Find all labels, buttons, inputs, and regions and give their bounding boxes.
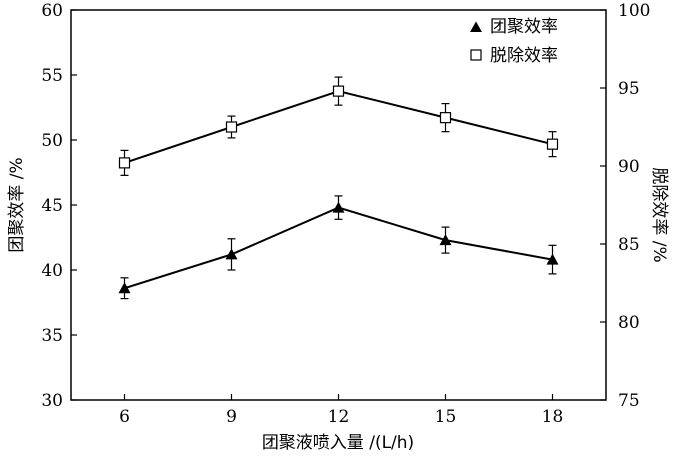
data-point-triangle — [332, 201, 345, 213]
data-point-square — [332, 85, 345, 97]
series-agglomeration — [118, 195, 559, 300]
left-tick-label: 30 — [41, 391, 63, 411]
legend-marker-triangle — [470, 21, 482, 32]
series-layer — [118, 76, 559, 300]
data-point-square — [546, 138, 559, 150]
right-tick-label: 90 — [618, 157, 640, 177]
right-axis-title: 脱除效率 /% — [649, 167, 669, 262]
left-axis-title: 团聚效率 /% — [7, 157, 27, 252]
left-tick-label: 60 — [41, 1, 63, 21]
left-tick-label: 45 — [41, 196, 63, 216]
right-tick-label: 100 — [618, 1, 650, 21]
left-tick-label: 35 — [41, 326, 63, 346]
x-axis-title: 团聚液喷入量 /(L/h) — [262, 433, 414, 453]
left-tick-label: 40 — [41, 261, 63, 281]
left-tick-label: 55 — [41, 66, 63, 86]
data-point-triangle — [225, 248, 238, 260]
data-point-square — [439, 112, 452, 124]
legend-label-removal: 脱除效率 — [490, 46, 558, 66]
data-point-triangle — [118, 282, 131, 294]
left-axis-ticks: 30 35 40 45 50 55 60 — [41, 1, 77, 411]
left-tick-label: 50 — [41, 131, 63, 151]
right-tick-label: 85 — [618, 235, 640, 255]
x-tick-label: 12 — [328, 407, 350, 427]
data-point-square — [225, 121, 238, 133]
data-point-square — [118, 157, 131, 169]
data-point-triangle — [546, 253, 559, 265]
legend-marker-square — [470, 49, 482, 61]
legend-label-agglomeration: 团聚效率 — [490, 17, 558, 37]
x-tick-label: 6 — [119, 407, 130, 427]
right-tick-label: 80 — [618, 313, 640, 333]
data-point-triangle — [439, 234, 452, 246]
right-tick-label: 95 — [618, 79, 640, 99]
x-tick-label: 15 — [435, 407, 457, 427]
x-tick-label: 9 — [226, 407, 237, 427]
series-removal — [118, 76, 559, 176]
x-axis-ticks: 6 9 12 15 18 — [119, 394, 563, 427]
legend: 团聚效率 脱除效率 — [470, 17, 558, 66]
x-tick-label: 18 — [542, 407, 564, 427]
right-tick-label: 75 — [618, 391, 640, 411]
right-axis-ticks: 75 80 85 90 95 100 — [600, 1, 650, 411]
